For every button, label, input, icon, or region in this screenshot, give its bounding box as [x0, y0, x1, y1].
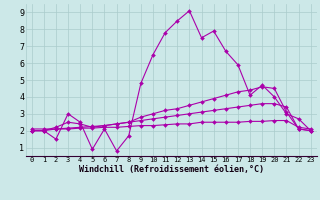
X-axis label: Windchill (Refroidissement éolien,°C): Windchill (Refroidissement éolien,°C)	[79, 165, 264, 174]
